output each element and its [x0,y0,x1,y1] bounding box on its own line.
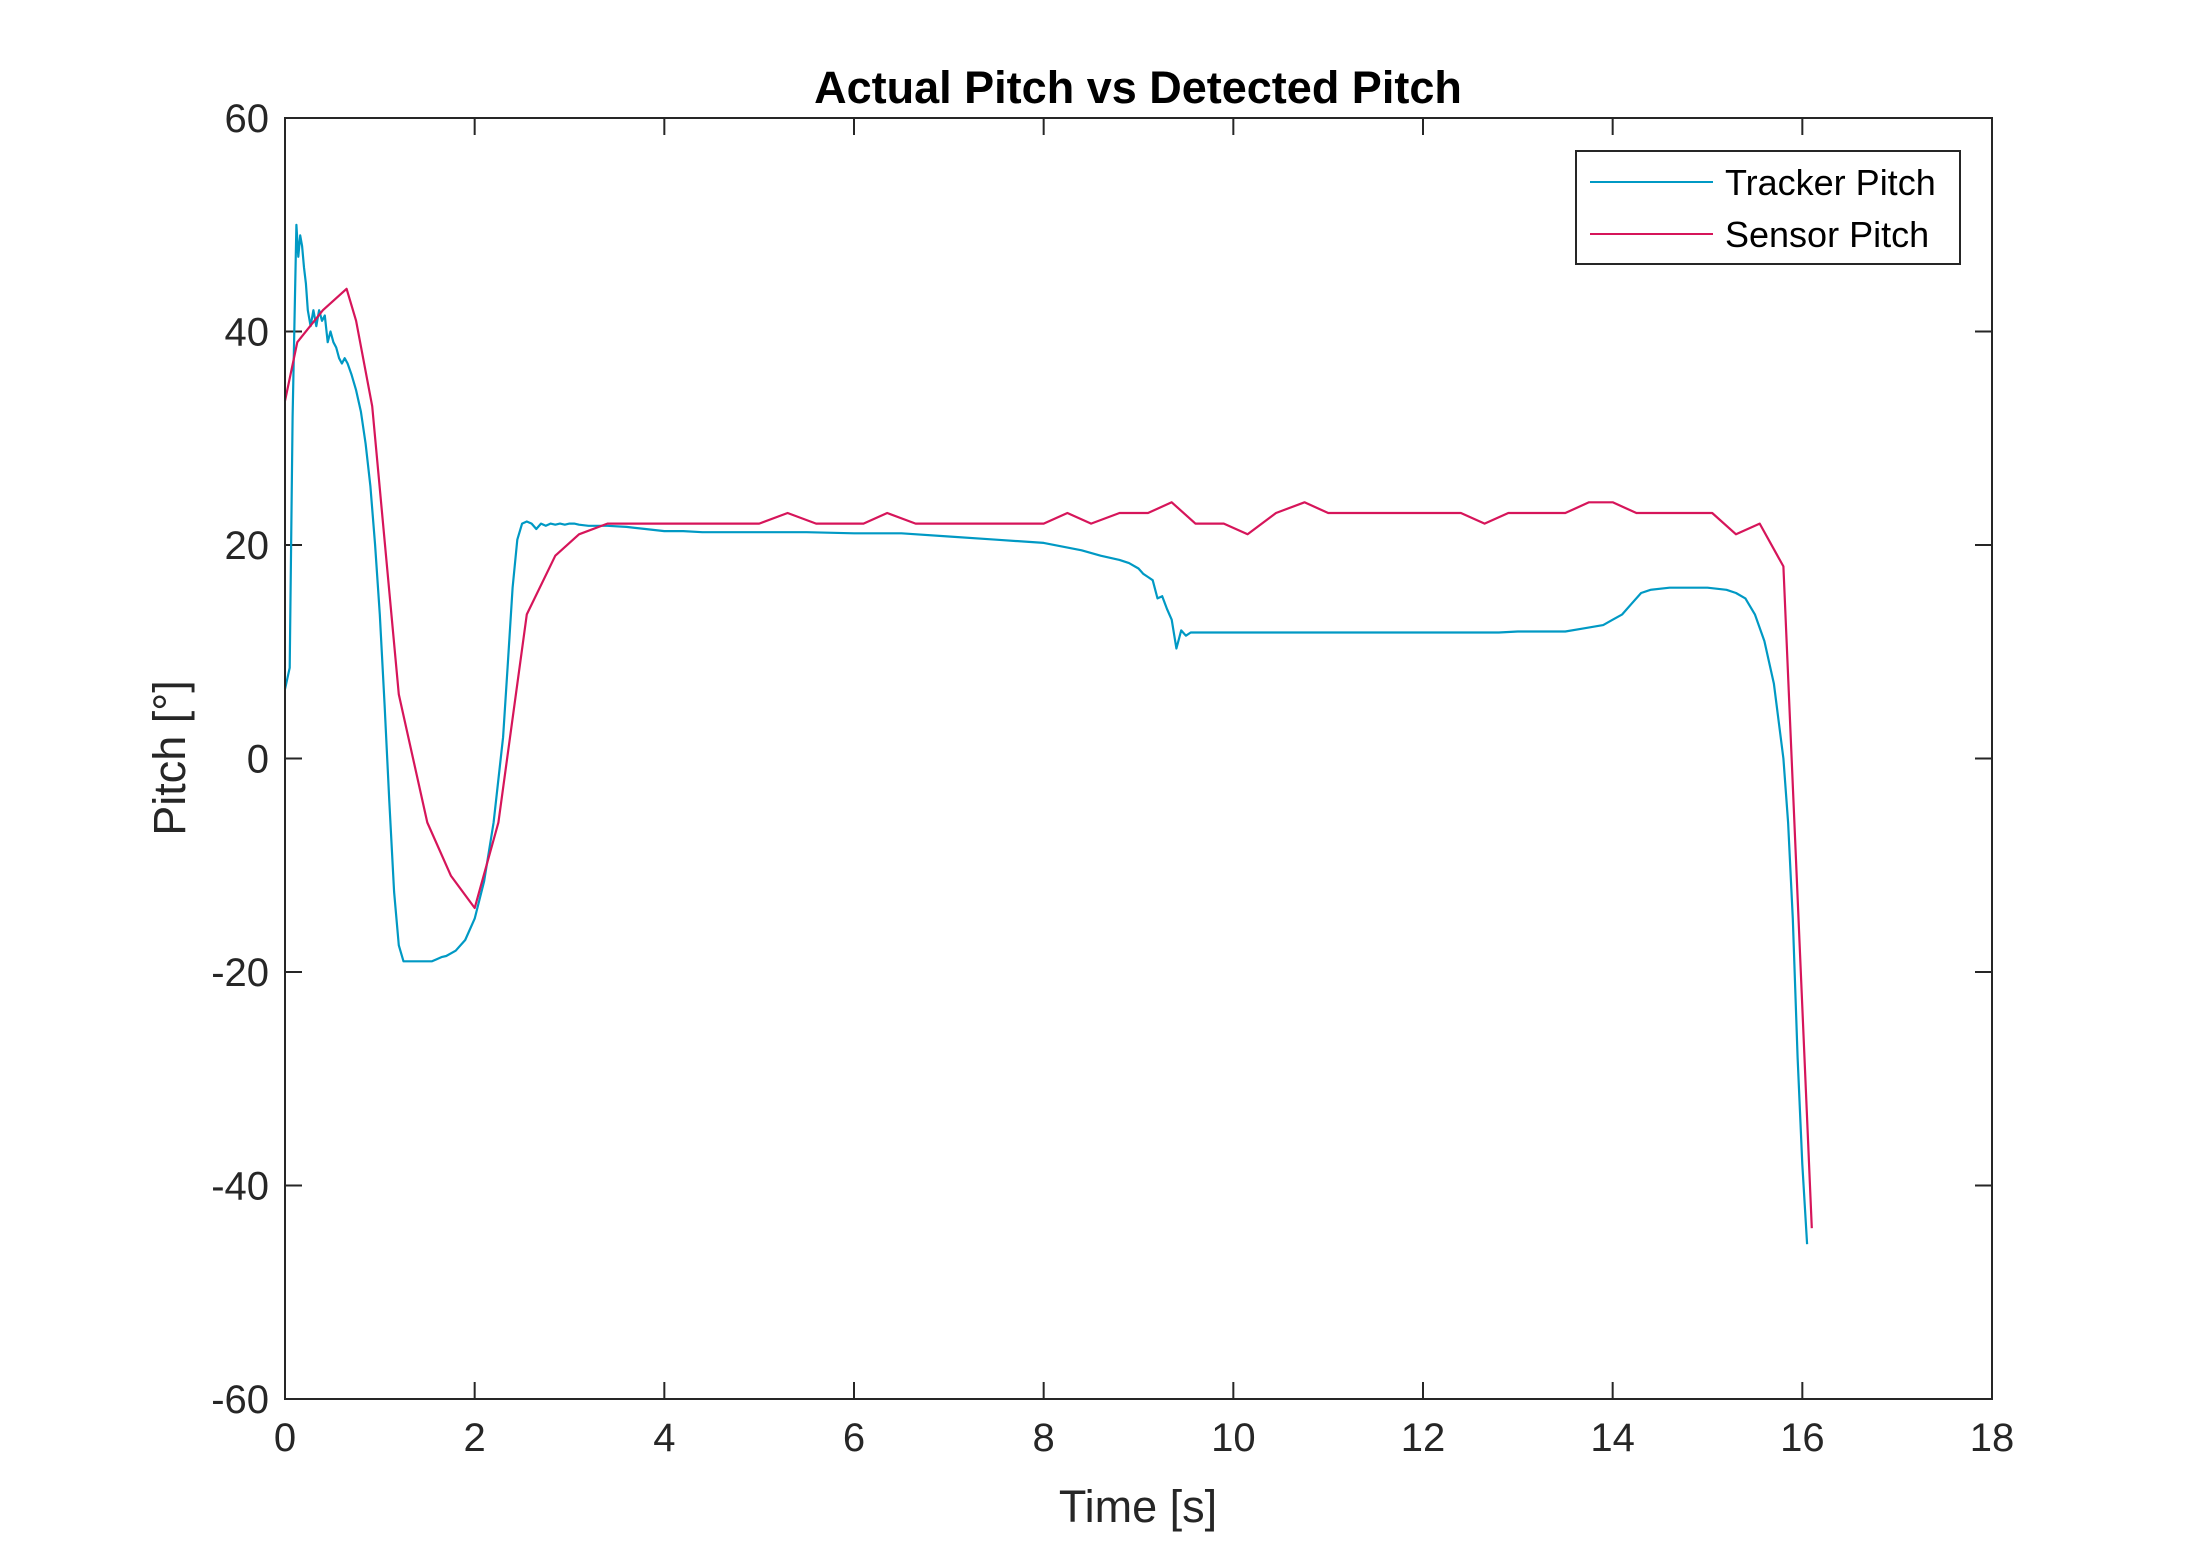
x-tick-label: 8 [1033,1416,1055,1460]
y-tick-label: 60 [225,97,270,141]
plot-area [285,118,1992,1399]
x-axis-ticks: 0 2 4 6 8 10 12 14 16 18 [274,118,2014,1460]
legend-box [1575,150,1961,265]
series-line-sensor-pitch [283,287,1813,1229]
x-tick-label: 10 [1211,1416,1256,1460]
series-layer [283,223,1813,1245]
y-axis-title: Pitch [°] [144,680,195,836]
legend-label-sensor-pitch: Sensor Pitch [1725,214,1929,255]
x-axis-title: Time [s] [1059,1481,1217,1532]
x-tick-label: 0 [274,1416,296,1460]
axes-box [284,117,1993,1400]
y-tick-label: 40 [225,311,270,355]
y-axis-ticks: -60 -40 -20 0 20 40 60 [211,97,1992,1422]
x-tick-label: 18 [1970,1416,2015,1460]
y-tick-label: 0 [247,738,269,782]
x-tick-label: 2 [464,1416,486,1460]
x-tick-label: 14 [1590,1416,1635,1460]
x-tick-label: 12 [1401,1416,1446,1460]
x-tick-label: 16 [1780,1416,1825,1460]
legend: Tracker Pitch Sensor Pitch [1575,150,1961,265]
chart-title: Actual Pitch vs Detected Pitch [814,62,1462,113]
x-tick-label: 6 [843,1416,865,1460]
series-line-tracker-pitch [283,223,1809,1245]
x-tick-label: 4 [653,1416,675,1460]
legend-label-tracker-pitch: Tracker Pitch [1725,162,1936,203]
y-tick-label: -40 [211,1165,269,1209]
y-tick-label: -20 [211,951,269,995]
y-tick-label: -60 [211,1378,269,1422]
y-tick-label: 20 [225,524,270,568]
